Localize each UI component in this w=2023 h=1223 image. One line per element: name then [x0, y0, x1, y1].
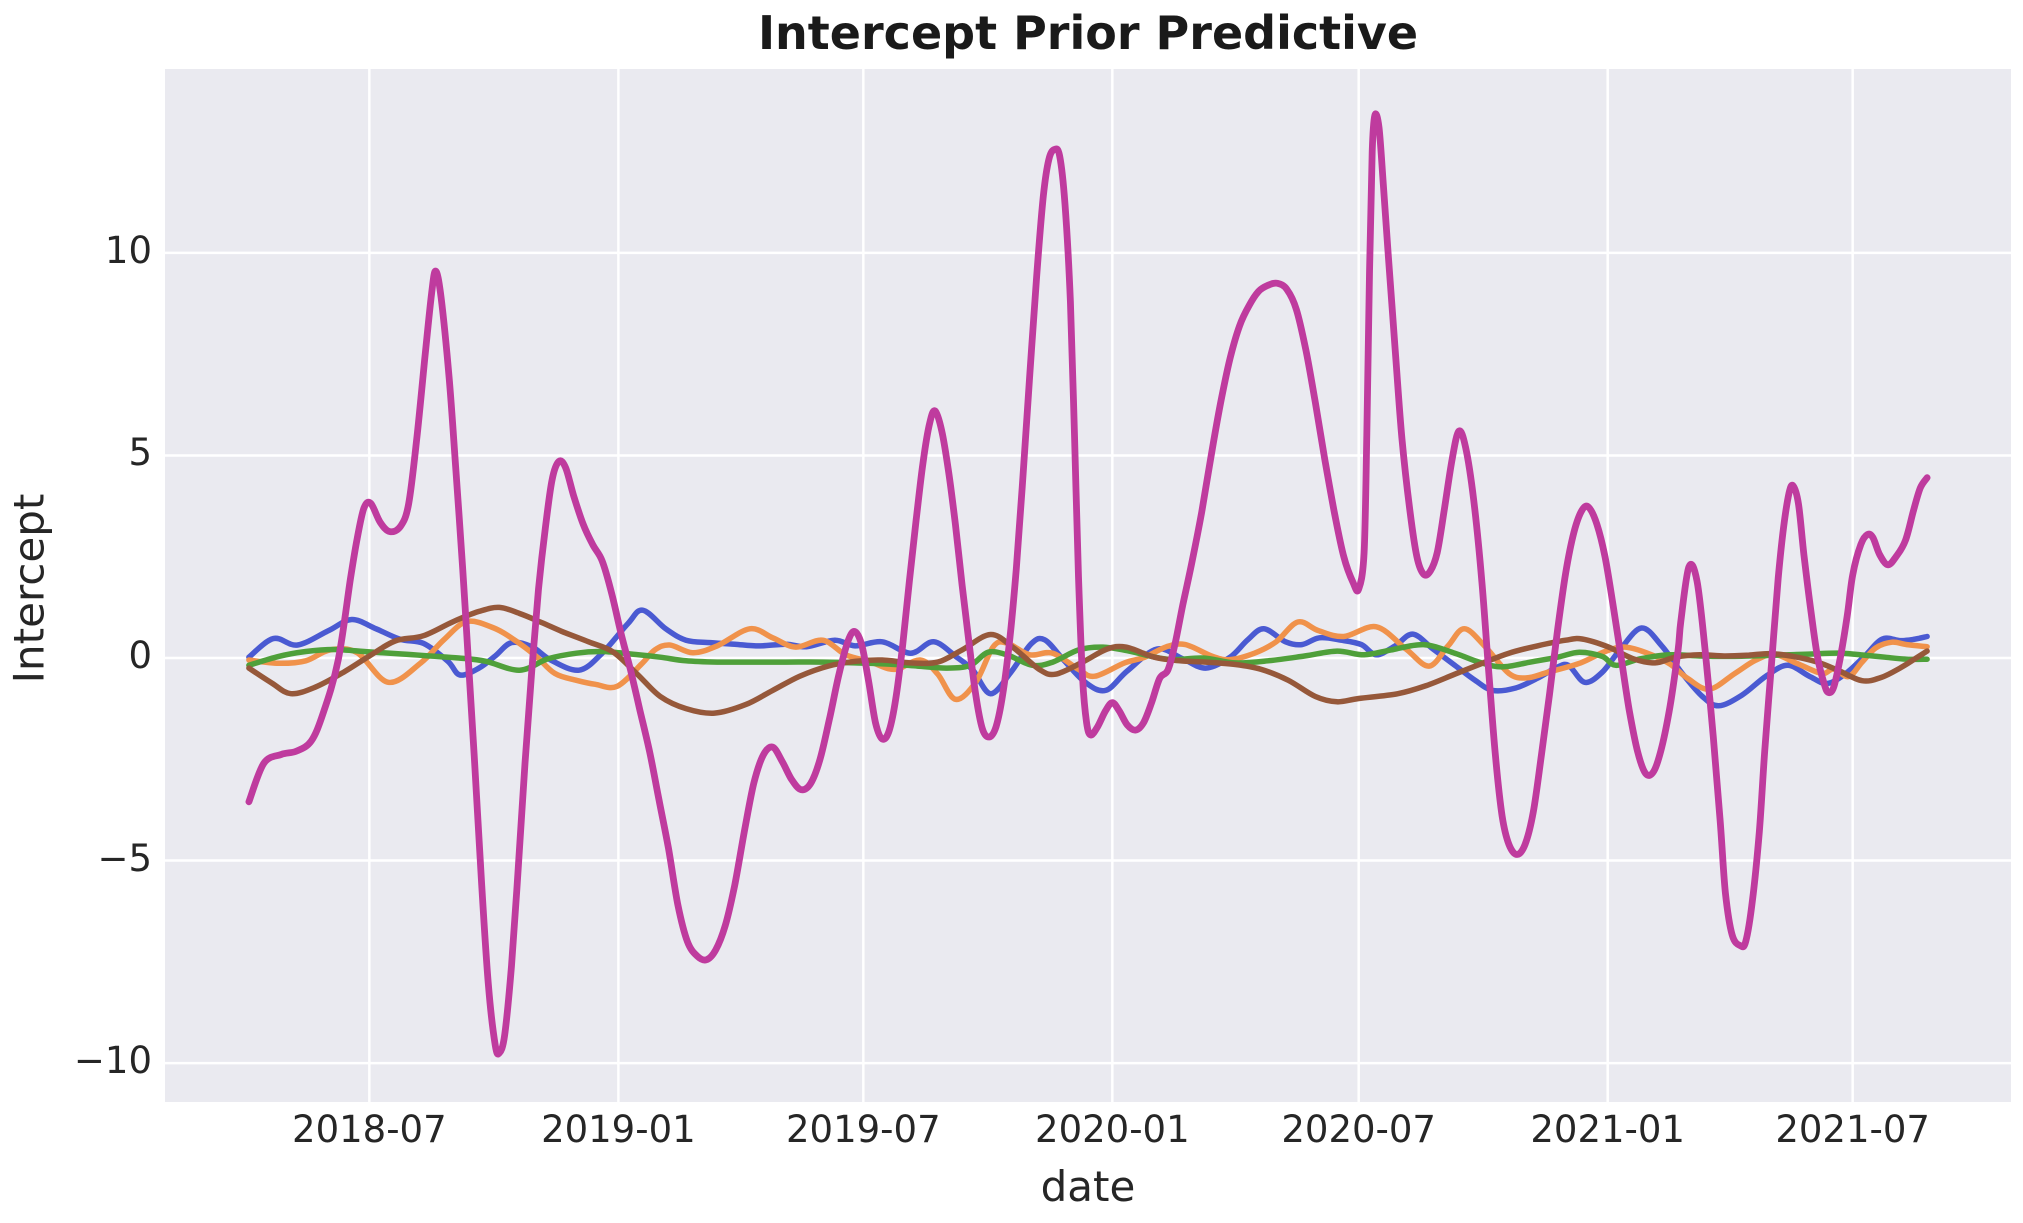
y-tick-label: 0: [128, 634, 152, 677]
x-tick-label: 2020-01: [1035, 1108, 1190, 1151]
y-tick-label: 10: [104, 228, 152, 272]
chart-title: Intercept Prior Predictive: [757, 6, 1419, 60]
x-tick-label: 2019-01: [541, 1108, 696, 1151]
y-tick-label: −10: [73, 1039, 152, 1083]
series-line-draw-4-brown: [246, 604, 1930, 716]
y-tick-label: −5: [97, 836, 152, 880]
series-line-draw-5-magenta: [245, 110, 1931, 1058]
x-tick-label: 2021-01: [1530, 1108, 1685, 1151]
x-tick-label: 2018-07: [292, 1108, 447, 1151]
x-tick-label: 2020-07: [1281, 1108, 1436, 1151]
series-line-draw-2-orange: [246, 618, 1930, 703]
y-tick-label: 5: [128, 431, 152, 475]
axes-background: [165, 69, 2011, 1102]
x-axis-label: date: [1040, 1162, 1136, 1211]
x-tick-label: 2021-07: [1775, 1108, 1930, 1151]
x-tick-label: 2019-07: [786, 1108, 941, 1151]
